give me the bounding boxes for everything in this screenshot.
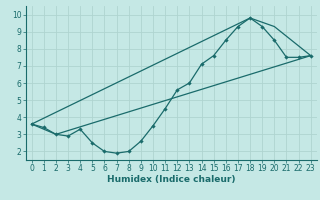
X-axis label: Humidex (Indice chaleur): Humidex (Indice chaleur) [107, 175, 236, 184]
